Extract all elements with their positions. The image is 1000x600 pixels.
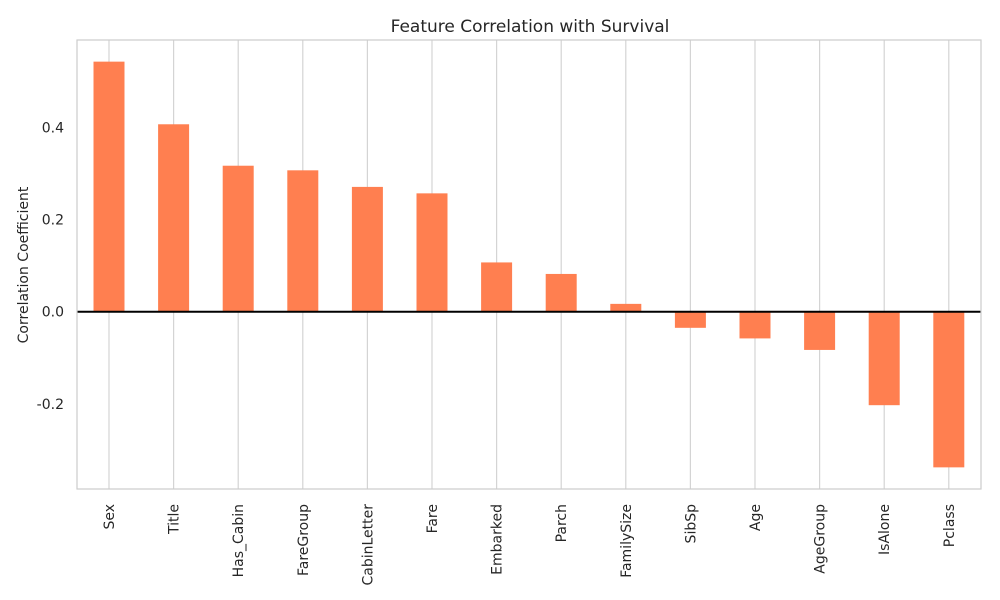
plot-frame [76, 39, 982, 490]
bar-sex [93, 61, 125, 312]
x-tick-label: AgeGroup [813, 504, 829, 574]
x-tick-label: Has_Cabin [231, 504, 247, 577]
axis-layer: -0.2 0.0 0.2 0.4 Sex Title Has_Cabin FareGroup C… [37, 120, 981, 586]
x-tick-label: FamilySize [619, 504, 635, 578]
bar-embarked [481, 262, 513, 312]
x-tick-label: Parch [554, 504, 570, 542]
bar-parch [545, 273, 577, 312]
x-tick-label: Pclass [942, 504, 958, 547]
bar-familysize [610, 303, 642, 312]
x-tick-label: Title [167, 504, 183, 535]
bar-faregroup [287, 170, 319, 312]
x-tick-label: IsAlone [877, 504, 893, 555]
x-tick-label: SibSp [683, 504, 699, 544]
bar-fare [416, 193, 448, 312]
bar-isalone [868, 311, 900, 406]
y-axis-label: Correlation Coefficient [16, 186, 32, 343]
y-tick-label: 0.2 [42, 213, 64, 229]
bar-cabinletter [351, 186, 383, 312]
chart-title: Feature Correlation with Survival [391, 17, 670, 37]
bar-layer [93, 61, 965, 468]
bar-agegroup [804, 311, 836, 350]
x-tick-label: CabinLetter [360, 504, 376, 586]
x-tick-label: Age [748, 504, 764, 531]
bar-has_cabin [222, 165, 254, 312]
bar-sibsp [674, 311, 706, 328]
x-tick-label: Fare [425, 504, 441, 533]
bar-age [739, 311, 771, 339]
y-tick-label: 0.4 [42, 120, 64, 136]
x-tick-label: FareGroup [296, 504, 312, 576]
y-tick-label: -0.2 [37, 397, 64, 413]
x-tick-label: Embarked [490, 504, 506, 575]
bar-pclass [933, 311, 965, 468]
x-tick-label: Sex [102, 504, 118, 530]
y-tick-label: 0.0 [42, 305, 64, 321]
bar-title [158, 124, 190, 312]
